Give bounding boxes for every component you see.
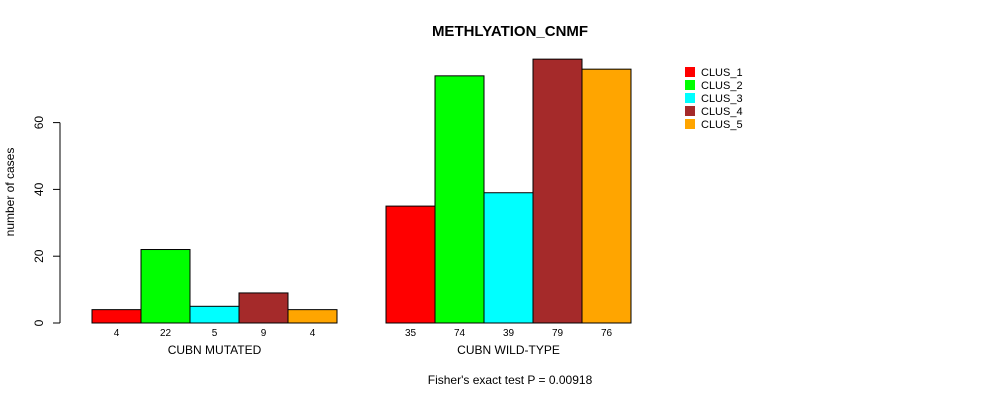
bars [91, 58, 632, 324]
fisher-test-footnote: Fisher's exact test P = 0.00918 [428, 373, 593, 387]
legend-swatch [685, 119, 695, 129]
group-label: CUBN WILD-TYPE [457, 343, 560, 357]
count-label: 9 [261, 328, 267, 339]
legend-label: CLUS_5 [701, 119, 743, 131]
legend-label: CLUS_4 [701, 106, 743, 118]
bar-clus-2-group-1 [140, 249, 191, 324]
count-label: 22 [160, 328, 172, 339]
chart-title: METHLYATION_CNMF [432, 23, 588, 40]
count-label: 35 [405, 328, 417, 339]
legend-label: CLUS_3 [701, 93, 743, 105]
bar-clus-3-group-2 [483, 192, 534, 324]
bar-clus-5-group-2 [581, 68, 632, 324]
group-label: CUBN MUTATED [168, 343, 262, 357]
y-tick-label: 20 [32, 249, 46, 263]
bar-clus-1-group-1 [91, 309, 142, 324]
legend-swatch [685, 106, 695, 116]
count-label: 4 [114, 328, 120, 339]
y-tick-label: 0 [32, 319, 46, 326]
group-labels: CUBN MUTATED CUBN WILD-TYPE [168, 343, 560, 357]
y-tick-label: 60 [32, 116, 46, 130]
bar-clus-4-group-1 [238, 292, 289, 324]
count-label: 76 [601, 328, 613, 339]
legend-swatch [685, 80, 695, 90]
bar-clus-1-group-2 [385, 205, 436, 324]
y-axis: 0 20 40 60 [32, 116, 61, 326]
y-axis-label: number of cases [3, 148, 17, 237]
bar-clus-5-group-1 [287, 309, 338, 324]
count-label: 39 [503, 328, 515, 339]
legend-label: CLUS_1 [701, 67, 743, 79]
count-labels: 4 22 5 9 4 35 74 39 79 76 [114, 328, 613, 339]
y-tick-label: 40 [32, 182, 46, 196]
bar-clus-2-group-2 [434, 75, 485, 324]
legend-swatch [685, 67, 695, 77]
count-label: 4 [310, 328, 316, 339]
count-label: 5 [212, 328, 218, 339]
count-label: 74 [454, 328, 466, 339]
legend-swatch [685, 93, 695, 103]
bar-clus-4-group-2 [532, 58, 583, 324]
legend-label: CLUS_2 [701, 80, 743, 92]
bar-clus-3-group-1 [189, 305, 240, 324]
count-label: 79 [552, 328, 564, 339]
